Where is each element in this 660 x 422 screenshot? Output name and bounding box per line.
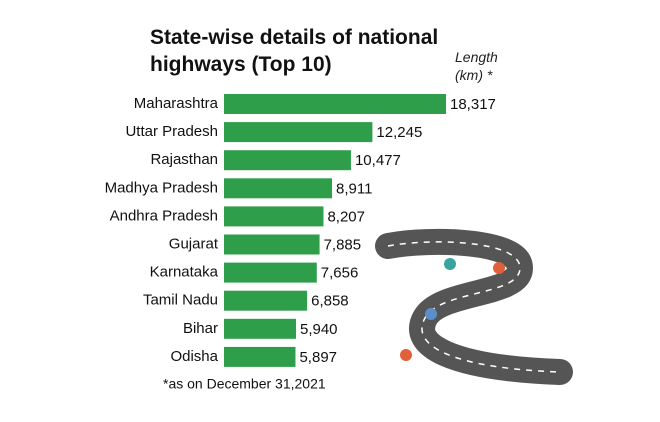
bar xyxy=(224,346,296,367)
bar xyxy=(224,178,333,199)
value-label: 5,897 xyxy=(299,349,337,366)
bar xyxy=(224,122,373,143)
bar xyxy=(224,94,446,114)
value-label: 5,940 xyxy=(300,321,338,338)
category-label: Bihar xyxy=(183,320,218,337)
value-label: 18,317 xyxy=(450,96,496,113)
road-illustration xyxy=(375,228,573,385)
bar xyxy=(224,290,308,311)
category-label: Tamil Nadu xyxy=(143,292,218,309)
value-label: 7,885 xyxy=(324,236,362,253)
category-label: Karnataka xyxy=(150,264,219,281)
value-label: 7,656 xyxy=(321,265,359,282)
chart-title: State-wise details of national highways … xyxy=(150,26,439,76)
category-label: Uttar Pradesh xyxy=(125,123,218,140)
value-label: 12,245 xyxy=(376,124,422,141)
category-label: Odisha xyxy=(170,348,218,365)
bar xyxy=(224,234,320,255)
value-label: 6,858 xyxy=(311,293,349,310)
value-label: 10,477 xyxy=(355,152,401,169)
bar xyxy=(224,318,296,339)
bar xyxy=(224,262,317,283)
value-label: 8,911 xyxy=(336,180,372,197)
bar xyxy=(224,150,351,171)
category-label: Rajasthan xyxy=(150,151,218,168)
bar xyxy=(224,206,324,227)
category-label: Madhya Pradesh xyxy=(105,179,218,196)
category-label: Andhra Pradesh xyxy=(110,207,218,224)
category-label: Maharashtra xyxy=(134,95,219,112)
category-label: Gujarat xyxy=(169,235,219,252)
value-axis-label: Length (km) * xyxy=(455,49,498,83)
footnote: *as on December 31,2021 xyxy=(163,376,326,392)
value-label: 8,207 xyxy=(327,208,365,225)
